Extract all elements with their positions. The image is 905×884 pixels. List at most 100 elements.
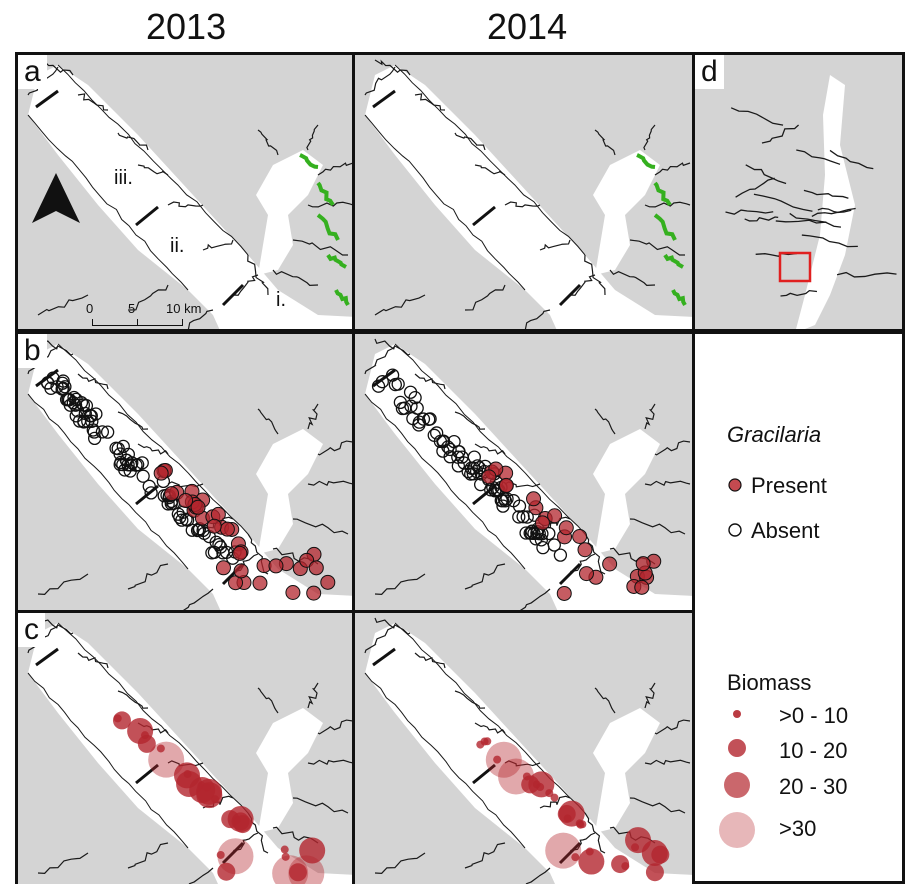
absent-point bbox=[46, 371, 60, 385]
creek-line bbox=[524, 309, 551, 329]
biomass-point bbox=[645, 863, 664, 882]
absent-point bbox=[205, 546, 219, 560]
creek-line bbox=[644, 403, 656, 430]
creek-line bbox=[644, 682, 656, 709]
present-point bbox=[233, 563, 249, 579]
map-a-2014 bbox=[364, 59, 692, 329]
estuary-water bbox=[256, 150, 323, 275]
year-2013-label: 2013 bbox=[146, 6, 227, 47]
creek-line bbox=[654, 162, 691, 176]
inset-creek bbox=[753, 193, 813, 212]
biomass-points bbox=[112, 711, 326, 884]
creek-line bbox=[37, 573, 89, 595]
creek-line bbox=[187, 309, 214, 329]
biomass-point bbox=[493, 755, 502, 764]
absent-point bbox=[436, 444, 450, 458]
inset-creek bbox=[761, 124, 800, 144]
absent-point bbox=[457, 456, 471, 470]
creek-line bbox=[504, 201, 541, 208]
present-point bbox=[285, 585, 301, 601]
absent-point bbox=[109, 441, 123, 455]
estuary-water bbox=[256, 429, 323, 554]
river-water bbox=[28, 344, 352, 610]
creek-line bbox=[167, 481, 204, 488]
inset-creek bbox=[829, 149, 874, 170]
biomass-symbol-2 bbox=[728, 739, 746, 757]
scale-tick-10: 10 km bbox=[166, 301, 202, 316]
present-point bbox=[572, 528, 588, 544]
biomass-point bbox=[558, 800, 585, 827]
creek-line bbox=[539, 239, 571, 251]
creek-line bbox=[525, 867, 551, 884]
map-base bbox=[27, 338, 352, 610]
panel-c-2013: c bbox=[15, 610, 355, 884]
creek-line bbox=[643, 124, 656, 151]
scale-tick-5: 5 bbox=[128, 301, 136, 316]
scale-bar: 0 5 10 km bbox=[84, 301, 204, 329]
biomass-point bbox=[211, 795, 220, 804]
present-point bbox=[306, 585, 322, 601]
creek-line bbox=[644, 480, 691, 486]
present-point bbox=[232, 545, 248, 561]
absent-point bbox=[436, 434, 451, 448]
absent-point bbox=[197, 526, 211, 540]
vegetation-patch bbox=[653, 181, 672, 207]
sample-points bbox=[371, 368, 662, 601]
absent-point bbox=[512, 510, 526, 524]
inset-creek bbox=[725, 209, 774, 215]
zone-boundary-lower bbox=[558, 841, 582, 865]
zone-boundary-upper bbox=[35, 89, 59, 109]
biomass-point bbox=[148, 741, 185, 778]
bay-water bbox=[796, 75, 855, 329]
creek-line bbox=[247, 254, 269, 296]
vegetation-patch bbox=[671, 289, 687, 306]
zone-boundary-middle bbox=[135, 205, 159, 227]
absent-point bbox=[393, 395, 408, 410]
absent-point bbox=[61, 392, 75, 406]
vegetation-patch bbox=[636, 153, 656, 169]
creek-line bbox=[594, 408, 616, 435]
creek-line bbox=[317, 440, 352, 456]
creek-line bbox=[37, 852, 89, 874]
inset-creek bbox=[817, 207, 852, 214]
creek-line bbox=[474, 722, 506, 734]
river-bank-east bbox=[57, 343, 249, 535]
creek-line bbox=[272, 269, 319, 286]
absent-point bbox=[395, 401, 410, 416]
inset-creek bbox=[796, 149, 841, 165]
river-bank-east bbox=[394, 64, 586, 256]
present-point bbox=[153, 465, 169, 481]
vegetation-patch bbox=[663, 253, 684, 269]
panel-d-inset: d bbox=[692, 52, 905, 332]
absent-point bbox=[498, 494, 513, 508]
absent-point bbox=[116, 439, 130, 454]
creek-line bbox=[77, 93, 109, 111]
absent-point bbox=[474, 477, 488, 492]
absent-point bbox=[408, 390, 422, 405]
absent-point bbox=[375, 375, 389, 389]
creek-line bbox=[137, 443, 169, 455]
present-point bbox=[534, 515, 550, 531]
creek-line bbox=[292, 239, 349, 256]
creek-line bbox=[464, 563, 506, 590]
north-arrow-icon bbox=[32, 173, 80, 223]
biomass-point bbox=[631, 843, 640, 852]
absent-point bbox=[523, 526, 537, 540]
creek-line bbox=[584, 812, 606, 854]
creek-line bbox=[584, 533, 606, 575]
vegetation-patch bbox=[334, 289, 350, 306]
biomass-point bbox=[545, 832, 582, 869]
inset-creek bbox=[744, 216, 779, 222]
present-point bbox=[526, 491, 542, 507]
panel-c-2014 bbox=[352, 610, 695, 884]
creek-line bbox=[257, 687, 279, 714]
present-point bbox=[164, 486, 180, 502]
legend-biomass-class-2: 10 - 20 bbox=[779, 738, 848, 763]
creek-line bbox=[629, 518, 686, 535]
legend-biomass-title: Biomass bbox=[727, 670, 812, 695]
creek-line bbox=[117, 132, 149, 151]
present-point bbox=[320, 574, 336, 590]
creek-line bbox=[474, 164, 506, 176]
absent-point bbox=[87, 425, 101, 439]
absent-point bbox=[100, 425, 115, 439]
